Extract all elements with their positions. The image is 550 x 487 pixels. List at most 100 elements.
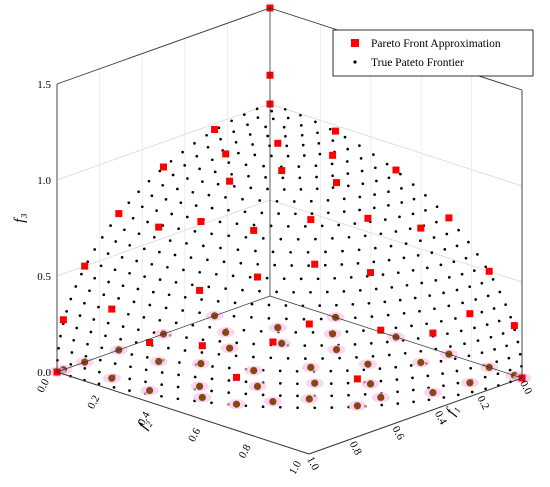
true-frontier-point [191, 190, 195, 194]
true-frontier-point [128, 377, 132, 381]
true-frontier-point [518, 352, 522, 356]
pareto-approximation-point [329, 151, 337, 159]
true-frontier-point [213, 170, 217, 174]
true-frontier-point [219, 246, 222, 250]
pareto-approximation-projection [364, 360, 372, 368]
true-frontier-point [158, 318, 162, 322]
true-frontier-point [411, 388, 415, 392]
frame-edge-f1-back [269, 295, 523, 379]
true-frontier-point [242, 328, 246, 332]
true-frontier-point [84, 355, 88, 358]
true-frontier-point [256, 116, 260, 119]
pareto-approximation-point [81, 262, 89, 270]
true-frontier-point [200, 351, 204, 354]
true-frontier-point [210, 389, 213, 393]
true-frontier-point [353, 343, 357, 346]
pareto-approximation-point [367, 269, 374, 277]
true-frontier-point [504, 303, 507, 306]
true-frontier-point [496, 372, 500, 376]
true-frontier-point [319, 317, 323, 321]
f1-tick-label: 0.6 [186, 426, 203, 444]
true-frontier-point [246, 123, 249, 127]
true-frontier-point [59, 334, 62, 338]
true-frontier-point [269, 224, 273, 228]
true-frontier-point [178, 361, 181, 364]
true-frontier-point [285, 144, 289, 148]
true-frontier-point [201, 338, 205, 342]
true-frontier-point [398, 298, 402, 302]
true-frontier-point [456, 393, 460, 397]
true-frontier-point [493, 348, 496, 351]
true-frontier-point [342, 197, 346, 201]
true-frontier-point [467, 354, 471, 358]
true-frontier-point [216, 300, 220, 303]
true-frontier-point [342, 290, 346, 293]
true-frontier-point [373, 166, 377, 170]
true-frontier-point [207, 193, 211, 197]
f1-tick-label: 0.2 [85, 393, 102, 411]
pareto-approximation-projection [311, 379, 319, 387]
true-frontier-point [294, 212, 297, 216]
true-frontier-point [211, 365, 214, 368]
true-frontier-point [416, 337, 420, 340]
true-frontier-point [193, 230, 197, 233]
true-frontier-point [410, 324, 413, 328]
grid-line-f3 [56, 103, 271, 181]
true-frontier-point [425, 322, 428, 326]
true-frontier-point [121, 325, 125, 328]
f3-tick-label: 1.5 [37, 79, 51, 91]
true-frontier-point [106, 252, 110, 255]
true-frontier-point [385, 162, 389, 166]
true-frontier-point [371, 354, 375, 358]
true-frontier-point [426, 374, 430, 378]
true-frontier-point [252, 223, 256, 227]
true-frontier-point [447, 304, 451, 308]
true-frontier-point [343, 135, 347, 139]
f2-tick-label: 1.0 [304, 455, 321, 473]
true-frontier-point [243, 210, 247, 214]
true-frontier-point [275, 199, 279, 203]
true-frontier-point [360, 169, 364, 173]
true-frontier-point [177, 227, 180, 231]
true-frontier-point [160, 394, 163, 398]
frame-edge-top-left [56, 7, 271, 85]
true-frontier-point [307, 264, 310, 267]
true-frontier-point [198, 311, 201, 315]
true-frontier-point [106, 321, 110, 325]
true-frontier-point [314, 237, 317, 241]
true-frontier-point [261, 405, 265, 409]
true-frontier-point [92, 318, 96, 321]
true-frontier-point [411, 212, 415, 216]
true-frontier-point [455, 244, 459, 248]
true-frontier-point [266, 134, 270, 138]
true-frontier-point [233, 301, 237, 305]
true-frontier-point [216, 182, 220, 186]
true-frontier-point [321, 357, 324, 360]
true-frontier-point [235, 341, 239, 345]
true-frontier-point [480, 281, 484, 285]
true-frontier-point [372, 260, 376, 264]
true-frontier-point [131, 216, 135, 220]
true-frontier-point [447, 276, 451, 279]
f3-axis-label: f₃ [12, 213, 28, 222]
true-frontier-point [358, 144, 361, 147]
pareto-approximation-projection [198, 393, 206, 402]
f2-tick-label: 0.4 [432, 409, 449, 427]
true-frontier-point [299, 124, 303, 127]
true-frontier-point [86, 260, 90, 264]
true-frontier-point [497, 319, 501, 323]
true-frontier-point [244, 163, 248, 167]
true-frontier-point [161, 183, 165, 187]
true-frontier-point [295, 369, 299, 373]
true-frontier-point [395, 378, 399, 381]
true-frontier-point [355, 356, 358, 359]
true-frontier-point [258, 289, 261, 293]
frame-edge-f2-back [56, 295, 271, 373]
true-frontier-point [326, 198, 330, 202]
true-frontier-point [420, 281, 424, 285]
true-frontier-point [267, 317, 271, 320]
true-frontier-point [394, 326, 398, 330]
true-frontier-point [303, 225, 307, 228]
true-frontier-point [427, 398, 431, 402]
true-frontier-point [413, 296, 417, 300]
